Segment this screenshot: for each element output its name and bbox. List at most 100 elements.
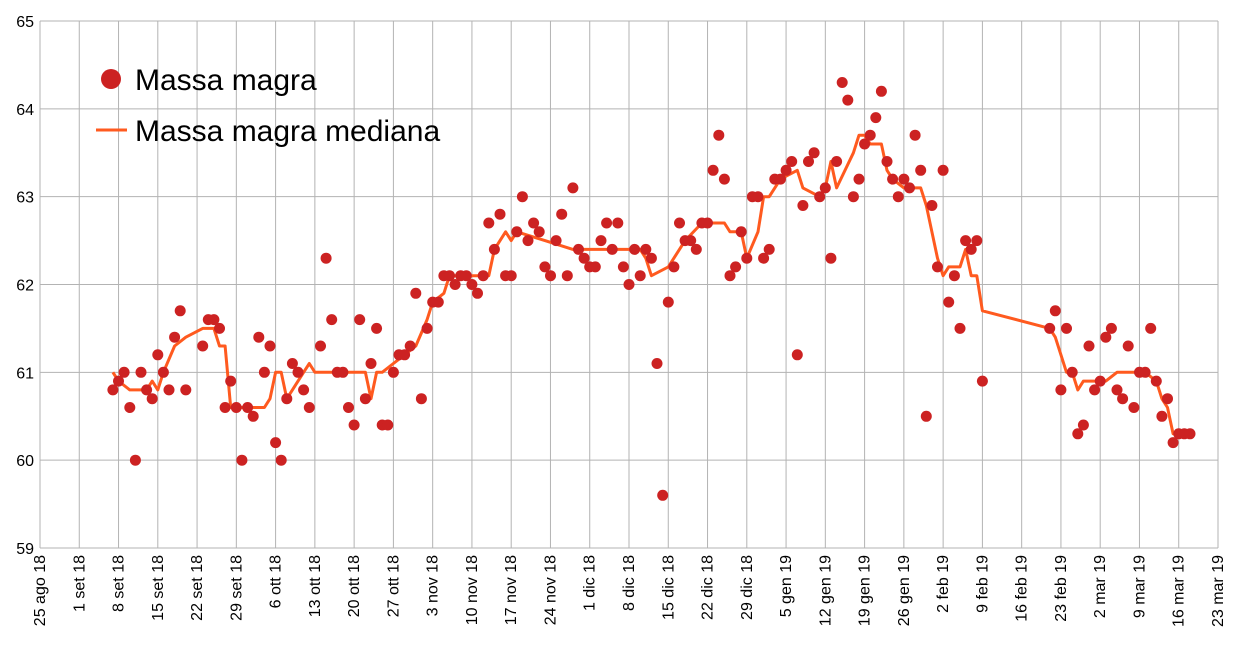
data-point <box>124 402 136 413</box>
data-point <box>831 156 843 167</box>
x-tick-label: 8 set 18 <box>111 555 128 612</box>
data-point <box>758 252 770 264</box>
data-point <box>444 270 455 282</box>
data-point <box>1105 322 1117 334</box>
x-tick-label: 6 ott 18 <box>268 555 285 608</box>
data-point <box>892 191 904 203</box>
x-tick-label: 23 mar 19 <box>1210 555 1227 627</box>
data-point <box>1184 428 1196 440</box>
data-point <box>135 366 147 378</box>
median-line <box>111 133 1190 436</box>
data-point <box>315 340 326 352</box>
data-point <box>286 358 298 369</box>
data-point <box>870 112 882 124</box>
data-point <box>208 314 220 326</box>
data-point <box>960 235 972 247</box>
data-point <box>645 252 657 264</box>
data-point <box>954 322 966 334</box>
data-point <box>483 217 495 229</box>
legend-label-massa-magra: Massa magra <box>135 64 317 97</box>
data-point <box>606 243 618 255</box>
data-point <box>1156 410 1168 422</box>
data-point <box>522 235 534 247</box>
data-point <box>477 270 489 282</box>
legend: Massa magra Massa magra mediana <box>96 64 440 148</box>
data-point <box>118 366 130 378</box>
x-tick-label: 9 mar 19 <box>1131 555 1148 618</box>
data-point <box>415 393 427 405</box>
data-point <box>909 129 921 141</box>
data-point <box>253 331 265 343</box>
data-point <box>298 384 310 396</box>
data-point <box>1061 322 1072 334</box>
data-point <box>825 252 837 264</box>
data-point <box>382 419 394 431</box>
y-tick-label: 63 <box>16 190 34 207</box>
data-point <box>887 173 899 185</box>
data-point <box>1145 322 1157 334</box>
data-point <box>707 164 719 176</box>
x-tick-label: 22 set 18 <box>189 555 206 621</box>
data-point <box>601 217 613 229</box>
y-tick-label: 65 <box>16 14 34 31</box>
x-tick-label: 10 nov 18 <box>464 555 481 625</box>
data-point <box>786 156 798 167</box>
data-point <box>567 182 579 194</box>
data-point <box>432 296 444 308</box>
legend-marker-massa-magra <box>101 69 121 89</box>
data-point <box>1128 402 1140 413</box>
data-point <box>797 200 809 211</box>
data-point <box>1072 428 1084 440</box>
data-point <box>612 217 624 229</box>
legend-label-massa-magra-mediana: Massa magra mediana <box>135 115 440 148</box>
data-point <box>926 200 938 211</box>
data-point <box>533 226 545 238</box>
data-point <box>1139 366 1151 378</box>
data-point <box>236 454 248 466</box>
y-axis-tick-labels: 59 60 61 62 63 64 65 <box>16 14 34 558</box>
data-point <box>780 164 792 176</box>
data-point <box>819 182 831 194</box>
data-point <box>1100 331 1112 343</box>
data-point <box>1122 340 1134 352</box>
data-point <box>842 94 854 106</box>
scatter-series <box>107 77 1196 501</box>
data-point <box>881 156 893 167</box>
data-point <box>578 252 590 264</box>
x-tick-label: 15 dic 18 <box>660 555 677 620</box>
data-point <box>763 243 775 255</box>
data-point <box>410 287 422 299</box>
data-point <box>1055 384 1067 396</box>
data-point <box>1162 393 1173 405</box>
data-point <box>275 454 287 466</box>
data-point <box>169 331 181 343</box>
x-axis-tick-labels: 25 ago 18 1 set 18 8 set 18 15 set 18 22 set… <box>32 555 1227 627</box>
x-tick-label: 29 dic 18 <box>739 555 756 620</box>
data-point <box>230 402 242 413</box>
y-tick-label: 60 <box>16 453 34 470</box>
data-point <box>752 191 764 203</box>
x-tick-label: 23 feb 19 <box>1053 555 1070 622</box>
x-tick-label: 1 set 18 <box>71 555 88 612</box>
data-point <box>898 173 910 185</box>
data-point <box>152 349 164 361</box>
data-point <box>853 173 865 185</box>
x-tick-label: 16 mar 19 <box>1171 555 1188 627</box>
data-point <box>404 340 416 352</box>
data-point <box>948 270 960 282</box>
data-point <box>157 366 169 378</box>
x-tick-label: 8 dic 18 <box>621 555 638 611</box>
data-point <box>399 349 411 361</box>
x-tick-label: 2 mar 19 <box>1092 555 1109 618</box>
data-point <box>550 235 562 247</box>
data-point <box>270 437 282 449</box>
data-point <box>258 366 270 378</box>
data-point <box>859 138 871 150</box>
data-point <box>595 235 607 247</box>
data-point <box>556 208 568 220</box>
data-point <box>326 314 338 326</box>
x-tick-label: 13 ott 18 <box>307 555 324 617</box>
data-point <box>494 208 506 220</box>
data-point <box>617 261 629 273</box>
data-point <box>197 340 209 352</box>
